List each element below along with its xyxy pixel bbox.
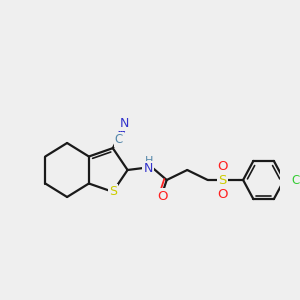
Text: O: O xyxy=(157,190,167,202)
Text: S: S xyxy=(109,185,117,198)
Text: O: O xyxy=(218,188,228,200)
Text: S: S xyxy=(218,173,227,187)
Text: N: N xyxy=(143,161,153,175)
Text: Cl: Cl xyxy=(291,173,300,187)
Text: O: O xyxy=(218,160,228,172)
Text: H: H xyxy=(145,156,153,166)
Text: C: C xyxy=(115,133,123,146)
Text: N: N xyxy=(120,117,130,130)
